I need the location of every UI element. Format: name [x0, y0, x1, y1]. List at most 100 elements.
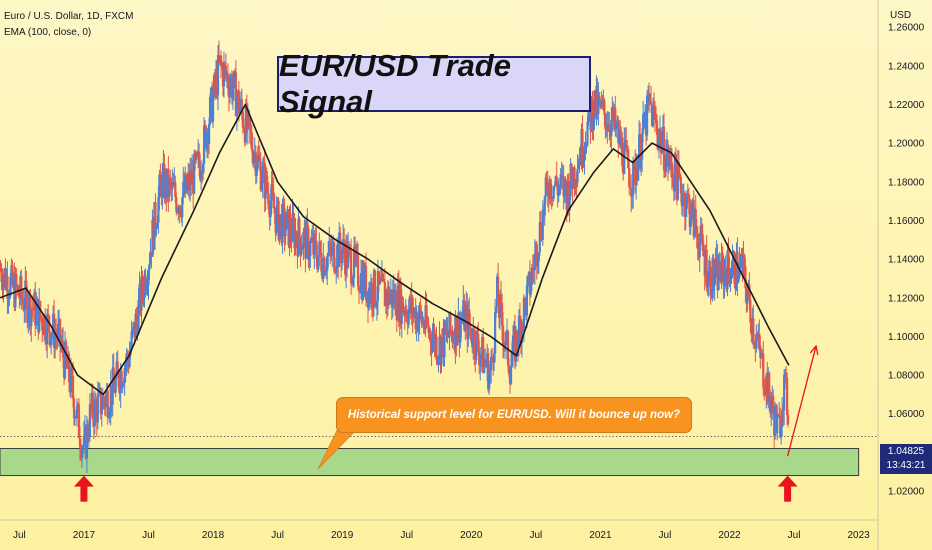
candle-body [222, 63, 226, 87]
candle-body [737, 277, 740, 283]
candle-body [623, 142, 626, 174]
candle-body [208, 97, 212, 124]
candle-body [223, 63, 227, 66]
candle-body [456, 335, 459, 346]
candle-body [429, 330, 432, 343]
candle-body [701, 234, 704, 251]
candle-body [283, 207, 286, 237]
candle-body [544, 177, 547, 197]
candle-body [631, 194, 634, 197]
candle-body [459, 322, 462, 343]
title-box: EUR/USD Trade Signal [277, 48, 591, 119]
candle-body [298, 218, 301, 239]
candle-body [231, 87, 235, 99]
candle-body [761, 352, 764, 354]
candle-body [149, 251, 152, 265]
candle-body [0, 268, 2, 270]
candle-body [252, 155, 255, 164]
candle-body [709, 266, 712, 296]
candle-body [659, 130, 663, 153]
candle-body [285, 212, 288, 230]
candle-body [679, 176, 682, 194]
candle-body [195, 152, 198, 161]
candle-body [608, 124, 611, 132]
candle-body [427, 324, 430, 334]
candle-body [277, 200, 280, 240]
candle-body [156, 222, 159, 228]
candle-body [141, 276, 144, 293]
candle-body [15, 274, 18, 288]
candle-body [121, 383, 124, 389]
candle-body [101, 396, 104, 409]
up-arrow-head [777, 475, 798, 487]
candle-body [553, 184, 556, 187]
candle-body [282, 203, 285, 208]
candle-body [489, 369, 492, 373]
candle-body [683, 192, 686, 217]
candle-body [712, 258, 715, 286]
candle-body [690, 202, 693, 220]
candle-body [557, 186, 560, 195]
candle-body [591, 100, 594, 131]
candle-body [335, 269, 338, 272]
candle-body [713, 277, 716, 286]
candle-body [228, 85, 232, 98]
candle-body [411, 297, 414, 318]
candle-body [417, 319, 420, 331]
y-tick-label: 1.26000 [888, 23, 925, 34]
candle-body [555, 176, 558, 186]
indicator-label[interactable]: EMA (100, close, 0) [4, 27, 92, 38]
y-tick-label: 1.16000 [888, 216, 925, 227]
candle-body [267, 193, 270, 210]
candle-body [493, 353, 496, 363]
candle-body [82, 435, 86, 448]
candle-body [94, 398, 97, 404]
candle-body [573, 167, 576, 186]
candle-body [41, 317, 44, 331]
candle-body [559, 174, 562, 186]
candle-body [144, 275, 147, 292]
candle-body [770, 404, 773, 413]
candle-body [232, 71, 236, 88]
symbol-label[interactable]: Euro / U.S. Dollar, 1D, FXCM [4, 11, 134, 22]
candle-body [451, 332, 454, 341]
candle-body [249, 129, 252, 133]
candle-body [583, 146, 586, 160]
candle-body [24, 280, 27, 310]
candle-body [455, 315, 458, 346]
y-tick-label: 1.18000 [888, 177, 925, 188]
candle-body [707, 271, 710, 287]
candle-body [240, 99, 243, 112]
candle-body [419, 305, 422, 313]
candle-body [487, 353, 490, 390]
candles [0, 40, 790, 473]
candle-body [641, 133, 644, 160]
candle-body [684, 208, 687, 217]
candle-body [676, 162, 679, 200]
candle-body [370, 283, 374, 307]
candle-body [746, 293, 749, 304]
candle-body [216, 54, 220, 96]
candle-body [69, 367, 73, 393]
candle-body [343, 239, 346, 254]
candle-body [490, 356, 493, 370]
x-tick-label: 2023 [848, 530, 871, 541]
candle-body [694, 209, 697, 229]
candle-body [491, 356, 494, 358]
candle-body [67, 354, 71, 383]
candle-body [651, 105, 655, 127]
candle-body [531, 267, 534, 269]
candle-body [779, 415, 782, 438]
callout-box: Historical support level for EUR/USD. Wi… [336, 397, 692, 433]
candle-body [537, 252, 540, 262]
candle-body [726, 250, 729, 290]
x-tick-label: 2020 [460, 530, 483, 541]
candle-body [226, 74, 230, 88]
y-tick-label: 1.08000 [888, 371, 925, 382]
candle-body [483, 358, 486, 373]
candle-body [677, 162, 680, 175]
current-price-marker: 1.04825 13:43:21 [880, 444, 932, 474]
candle-body [147, 269, 150, 286]
up-arrow-icon [73, 475, 94, 502]
